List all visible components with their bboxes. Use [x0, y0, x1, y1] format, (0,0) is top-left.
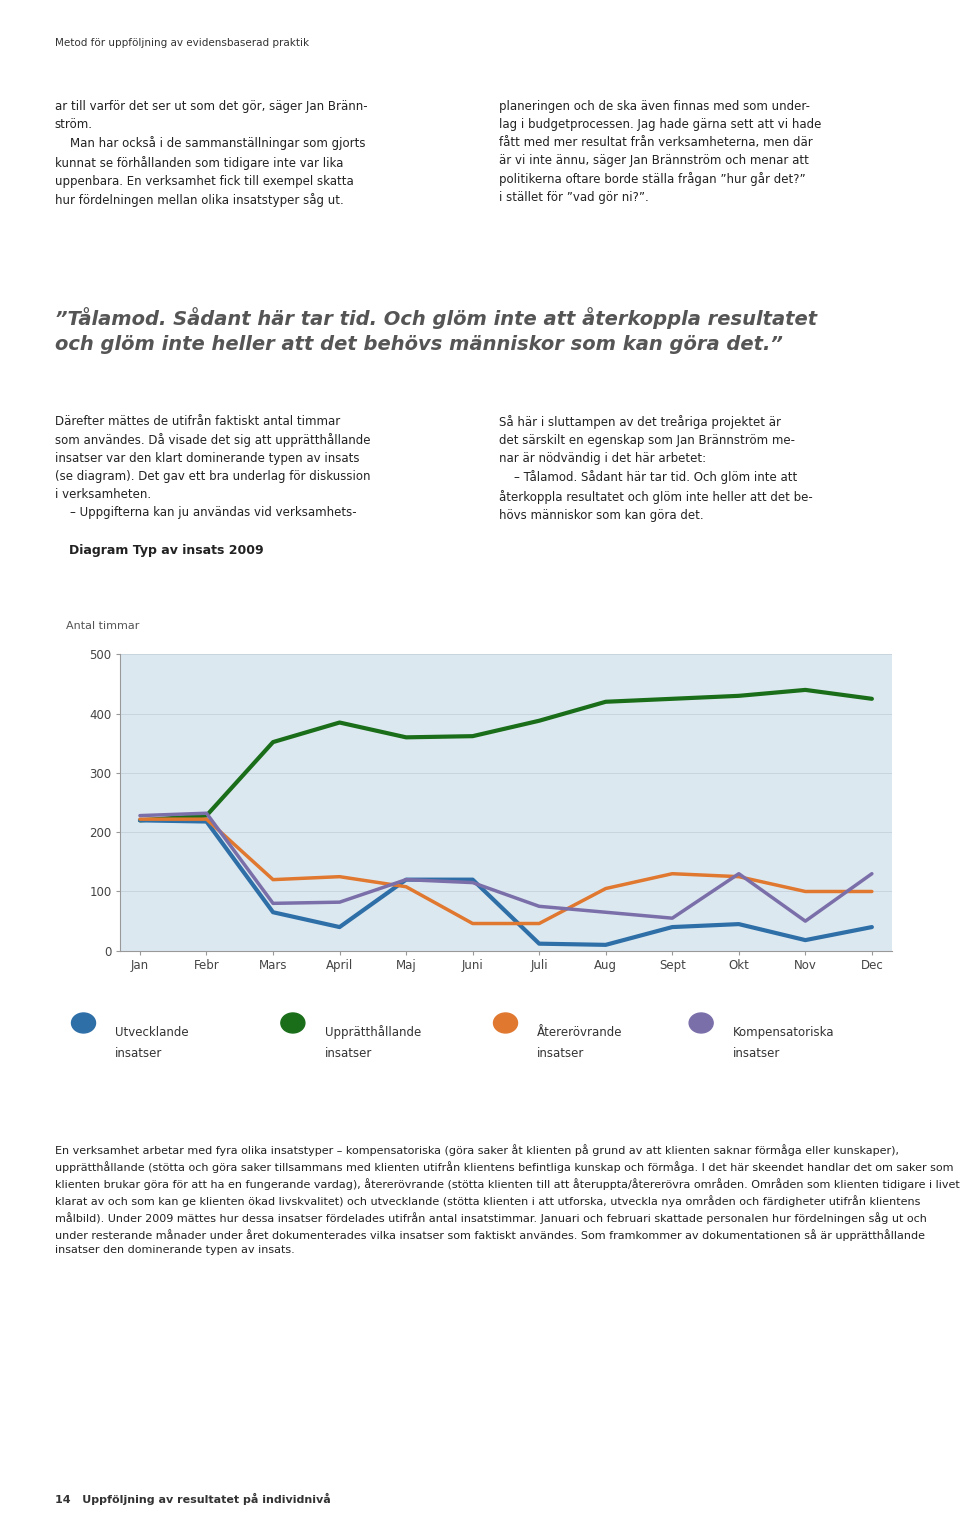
Text: En verksamhet arbetar med fyra olika insatstyper – kompensatoriska (göra saker å: En verksamhet arbetar med fyra olika ins…: [55, 1144, 959, 1255]
Text: insatser: insatser: [732, 1048, 780, 1060]
Text: Kompensatoriska: Kompensatoriska: [732, 1026, 834, 1038]
Text: Metod för uppföljning av evidensbaserad praktik: Metod för uppföljning av evidensbaserad …: [55, 38, 309, 49]
Text: ar till varför det ser ut som det gör, säger Jan Bränn-
ström.
    Man har också: ar till varför det ser ut som det gör, s…: [55, 100, 368, 207]
Text: Upprätthållande: Upprätthållande: [324, 1025, 420, 1040]
Text: insatser: insatser: [324, 1048, 372, 1060]
Text: Så här i sluttampen av det treåriga projektet är
det särskilt en egenskap som Ja: Så här i sluttampen av det treåriga proj…: [499, 415, 813, 522]
Text: insatser: insatser: [115, 1048, 162, 1060]
Text: 14   Uppföljning av resultatet på individnivå: 14 Uppföljning av resultatet på individn…: [55, 1493, 330, 1505]
Text: insatser: insatser: [538, 1048, 585, 1060]
Text: Diagram Typ av insats 2009: Diagram Typ av insats 2009: [69, 544, 264, 556]
Text: Därefter mättes de utifrån faktiskt antal timmar
som användes. Då visade det sig: Därefter mättes de utifrån faktiskt anta…: [55, 415, 371, 519]
Text: Utvecklande: Utvecklande: [115, 1026, 189, 1038]
Text: Återerövrande: Återerövrande: [538, 1026, 623, 1038]
Text: Antal timmar: Antal timmar: [66, 621, 139, 631]
Text: planeringen och de ska även finnas med som under-
lag i budgetprocessen. Jag had: planeringen och de ska även finnas med s…: [499, 100, 822, 204]
Text: ”Tålamod. Sådant här tar tid. Och glöm inte att återkoppla resultatet
och glöm i: ”Tålamod. Sådant här tar tid. Och glöm i…: [55, 307, 817, 355]
